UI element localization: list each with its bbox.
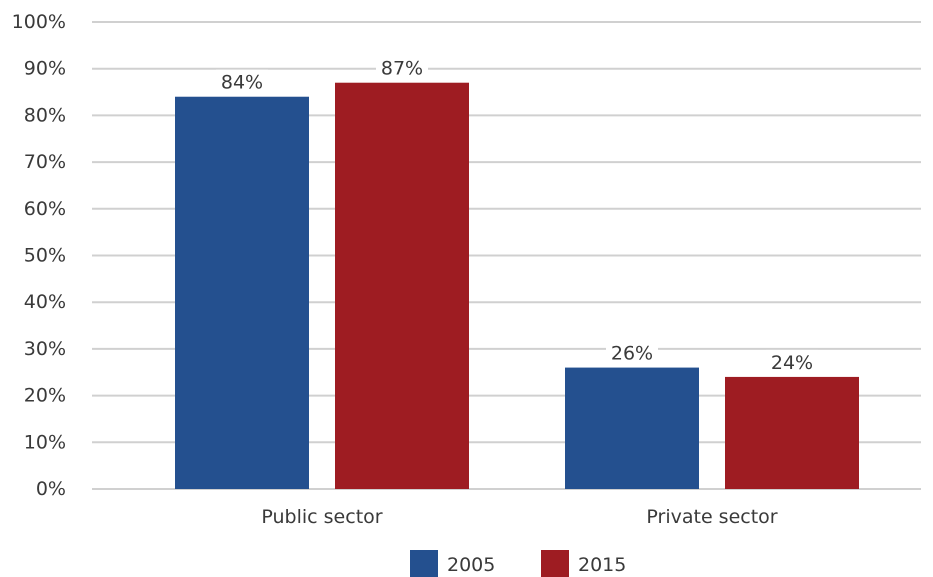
y-axis-tick-labels: 0% 10% 20% 30% 40% 50% 60% 70% 80% 90% 100%	[12, 11, 66, 500]
bars	[175, 82, 859, 490]
y-tick-label: 50%	[24, 245, 66, 267]
legend-label-2005: 2005	[447, 554, 495, 576]
legend-label-2015: 2015	[578, 554, 626, 576]
legend: 2005 2015	[410, 550, 626, 577]
data-label-background	[606, 340, 658, 364]
data-label-background	[376, 55, 428, 79]
y-tick-label: 80%	[24, 104, 66, 126]
x-category-label: Public sector	[261, 506, 382, 528]
y-tick-label: 40%	[24, 291, 66, 313]
data-label: 26%	[611, 343, 653, 365]
legend-swatch-2005	[410, 550, 438, 577]
legend-swatch-2015	[541, 550, 569, 577]
data-label-background	[766, 349, 818, 373]
y-tick-label: 90%	[24, 58, 66, 80]
bar-2005-public-sector	[175, 96, 309, 489]
data-label: 84%	[221, 72, 263, 94]
y-tick-label: 20%	[24, 385, 66, 407]
data-label: 24%	[771, 352, 813, 374]
bar-2005-private-sector	[565, 367, 699, 489]
bar-2015-public-sector	[335, 82, 469, 490]
data-labels: 84% 87% 26% 24%	[216, 55, 818, 374]
y-tick-label: 30%	[24, 338, 66, 360]
y-tick-label: 60%	[24, 198, 66, 220]
data-label-background	[216, 69, 268, 93]
y-tick-label: 10%	[24, 431, 66, 453]
y-tick-label: 0%	[36, 478, 66, 500]
y-tick-label: 70%	[24, 151, 66, 173]
x-category-label: Private sector	[646, 506, 777, 528]
data-label: 87%	[381, 58, 423, 80]
x-axis-category-labels: Public sector Private sector	[261, 506, 777, 528]
bar-2015-private-sector	[725, 376, 859, 489]
y-tick-label: 100%	[12, 11, 66, 33]
